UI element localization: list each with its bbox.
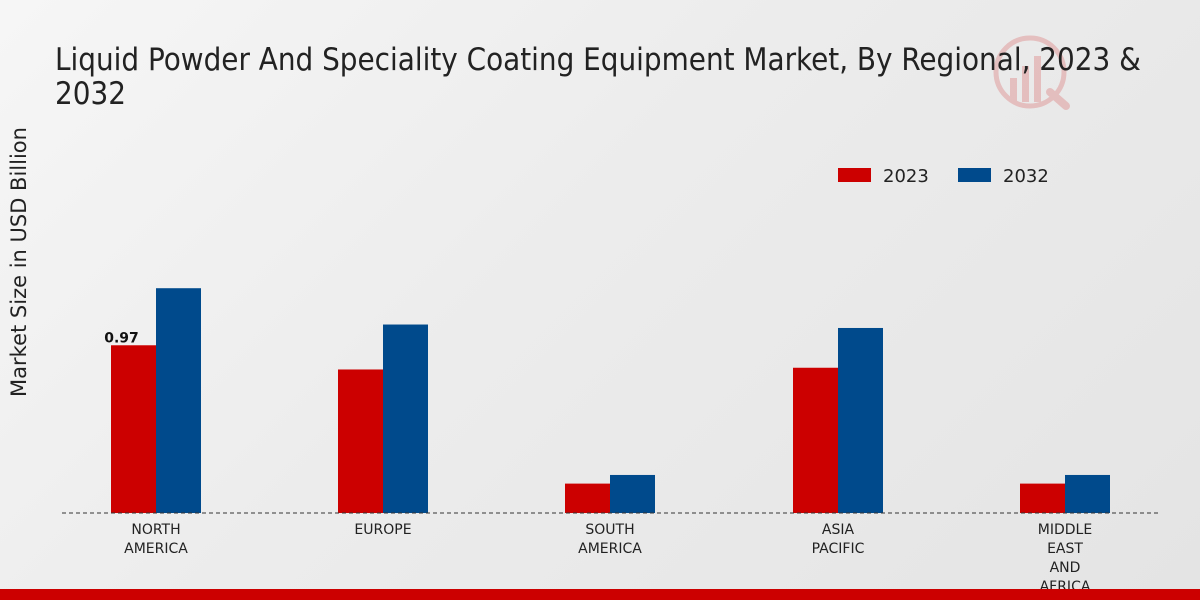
watermark-logo-icon bbox=[993, 35, 1070, 110]
bar-2023-1 bbox=[338, 369, 383, 513]
x-tick-label-line: AMERICA bbox=[578, 541, 642, 557]
bar-2032-0 bbox=[156, 288, 201, 513]
bar-2023-3 bbox=[793, 367, 838, 513]
x-tick-label: ASIA PACIFIC bbox=[812, 522, 865, 557]
x-tick-label-line: ASIA bbox=[822, 522, 855, 538]
chart-title: Liquid Powder And Speciality Coating Equ… bbox=[55, 42, 1141, 112]
legend-item-2023: 2023 bbox=[838, 166, 929, 187]
bar-2032-4 bbox=[1065, 474, 1110, 513]
x-tick-labels: NORTH AMERICA EUROPE SOUTH AMERICA ASIA PACIFI… bbox=[124, 522, 1092, 595]
data-labels: 0.97 bbox=[104, 330, 139, 346]
x-tick-label-line: AND bbox=[1050, 560, 1081, 576]
x-tick-label: EUROPE bbox=[354, 522, 411, 538]
x-tick-label-line: PACIFIC bbox=[812, 541, 865, 557]
x-tick-label: SOUTH AMERICA bbox=[578, 522, 642, 557]
bar-2023-4 bbox=[1020, 483, 1065, 513]
legend-item-2032: 2032 bbox=[958, 166, 1049, 187]
bars bbox=[111, 288, 1110, 513]
x-tick-label-line: AMERICA bbox=[124, 541, 188, 557]
bar-2032-3 bbox=[838, 327, 883, 513]
legend-swatch bbox=[958, 168, 991, 182]
x-tick-label-line: EUROPE bbox=[354, 522, 411, 538]
x-tick-label: MIDDLE EAST AND AFRICA bbox=[1038, 522, 1092, 595]
chart-title-line: Liquid Powder And Speciality Coating Equ… bbox=[55, 42, 1141, 78]
x-tick-label-line: MIDDLE bbox=[1038, 522, 1092, 538]
bottom-accent-bar bbox=[0, 589, 1200, 600]
legend-label: 2032 bbox=[1003, 166, 1049, 187]
y-axis-label: Market Size in USD Billion bbox=[7, 127, 31, 397]
legend-swatch bbox=[838, 168, 871, 182]
chart-title-line: 2032 bbox=[55, 76, 126, 112]
bar-2032-2 bbox=[610, 474, 655, 513]
legend: 2023 2032 bbox=[838, 166, 1049, 187]
x-tick-label-line: SOUTH bbox=[585, 522, 634, 538]
x-tick-label: NORTH AMERICA bbox=[124, 522, 188, 557]
x-tick-label-line: EAST bbox=[1047, 541, 1083, 557]
bar-2023-2 bbox=[565, 483, 610, 513]
x-tick-label-line: NORTH bbox=[131, 522, 180, 538]
data-label: 0.97 bbox=[104, 330, 139, 346]
legend-label: 2023 bbox=[883, 166, 929, 187]
bar-2032-1 bbox=[383, 324, 428, 513]
bar-2023-0 bbox=[111, 345, 156, 513]
